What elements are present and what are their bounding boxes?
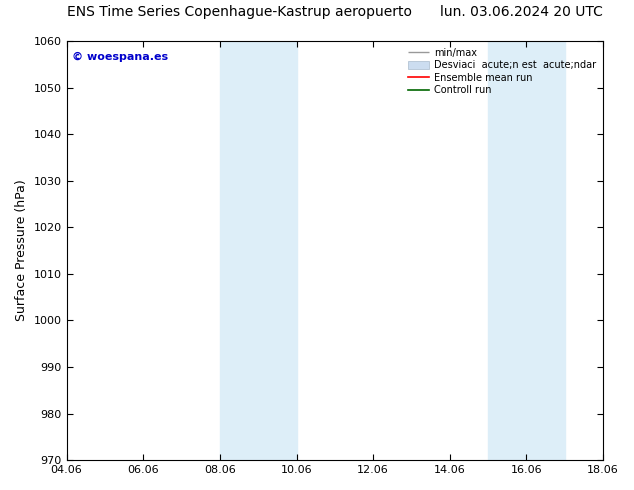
Text: lun. 03.06.2024 20 UTC: lun. 03.06.2024 20 UTC xyxy=(440,5,603,19)
Text: © woespana.es: © woespana.es xyxy=(72,51,168,62)
Legend: min/max, Desviaci  acute;n est  acute;ndar, Ensemble mean run, Controll run: min/max, Desviaci acute;n est acute;ndar… xyxy=(406,46,598,97)
Text: ENS Time Series Copenhague-Kastrup aeropuerto: ENS Time Series Copenhague-Kastrup aerop… xyxy=(67,5,411,19)
Y-axis label: Surface Pressure (hPa): Surface Pressure (hPa) xyxy=(15,180,28,321)
Bar xyxy=(488,41,565,460)
Bar xyxy=(220,41,297,460)
